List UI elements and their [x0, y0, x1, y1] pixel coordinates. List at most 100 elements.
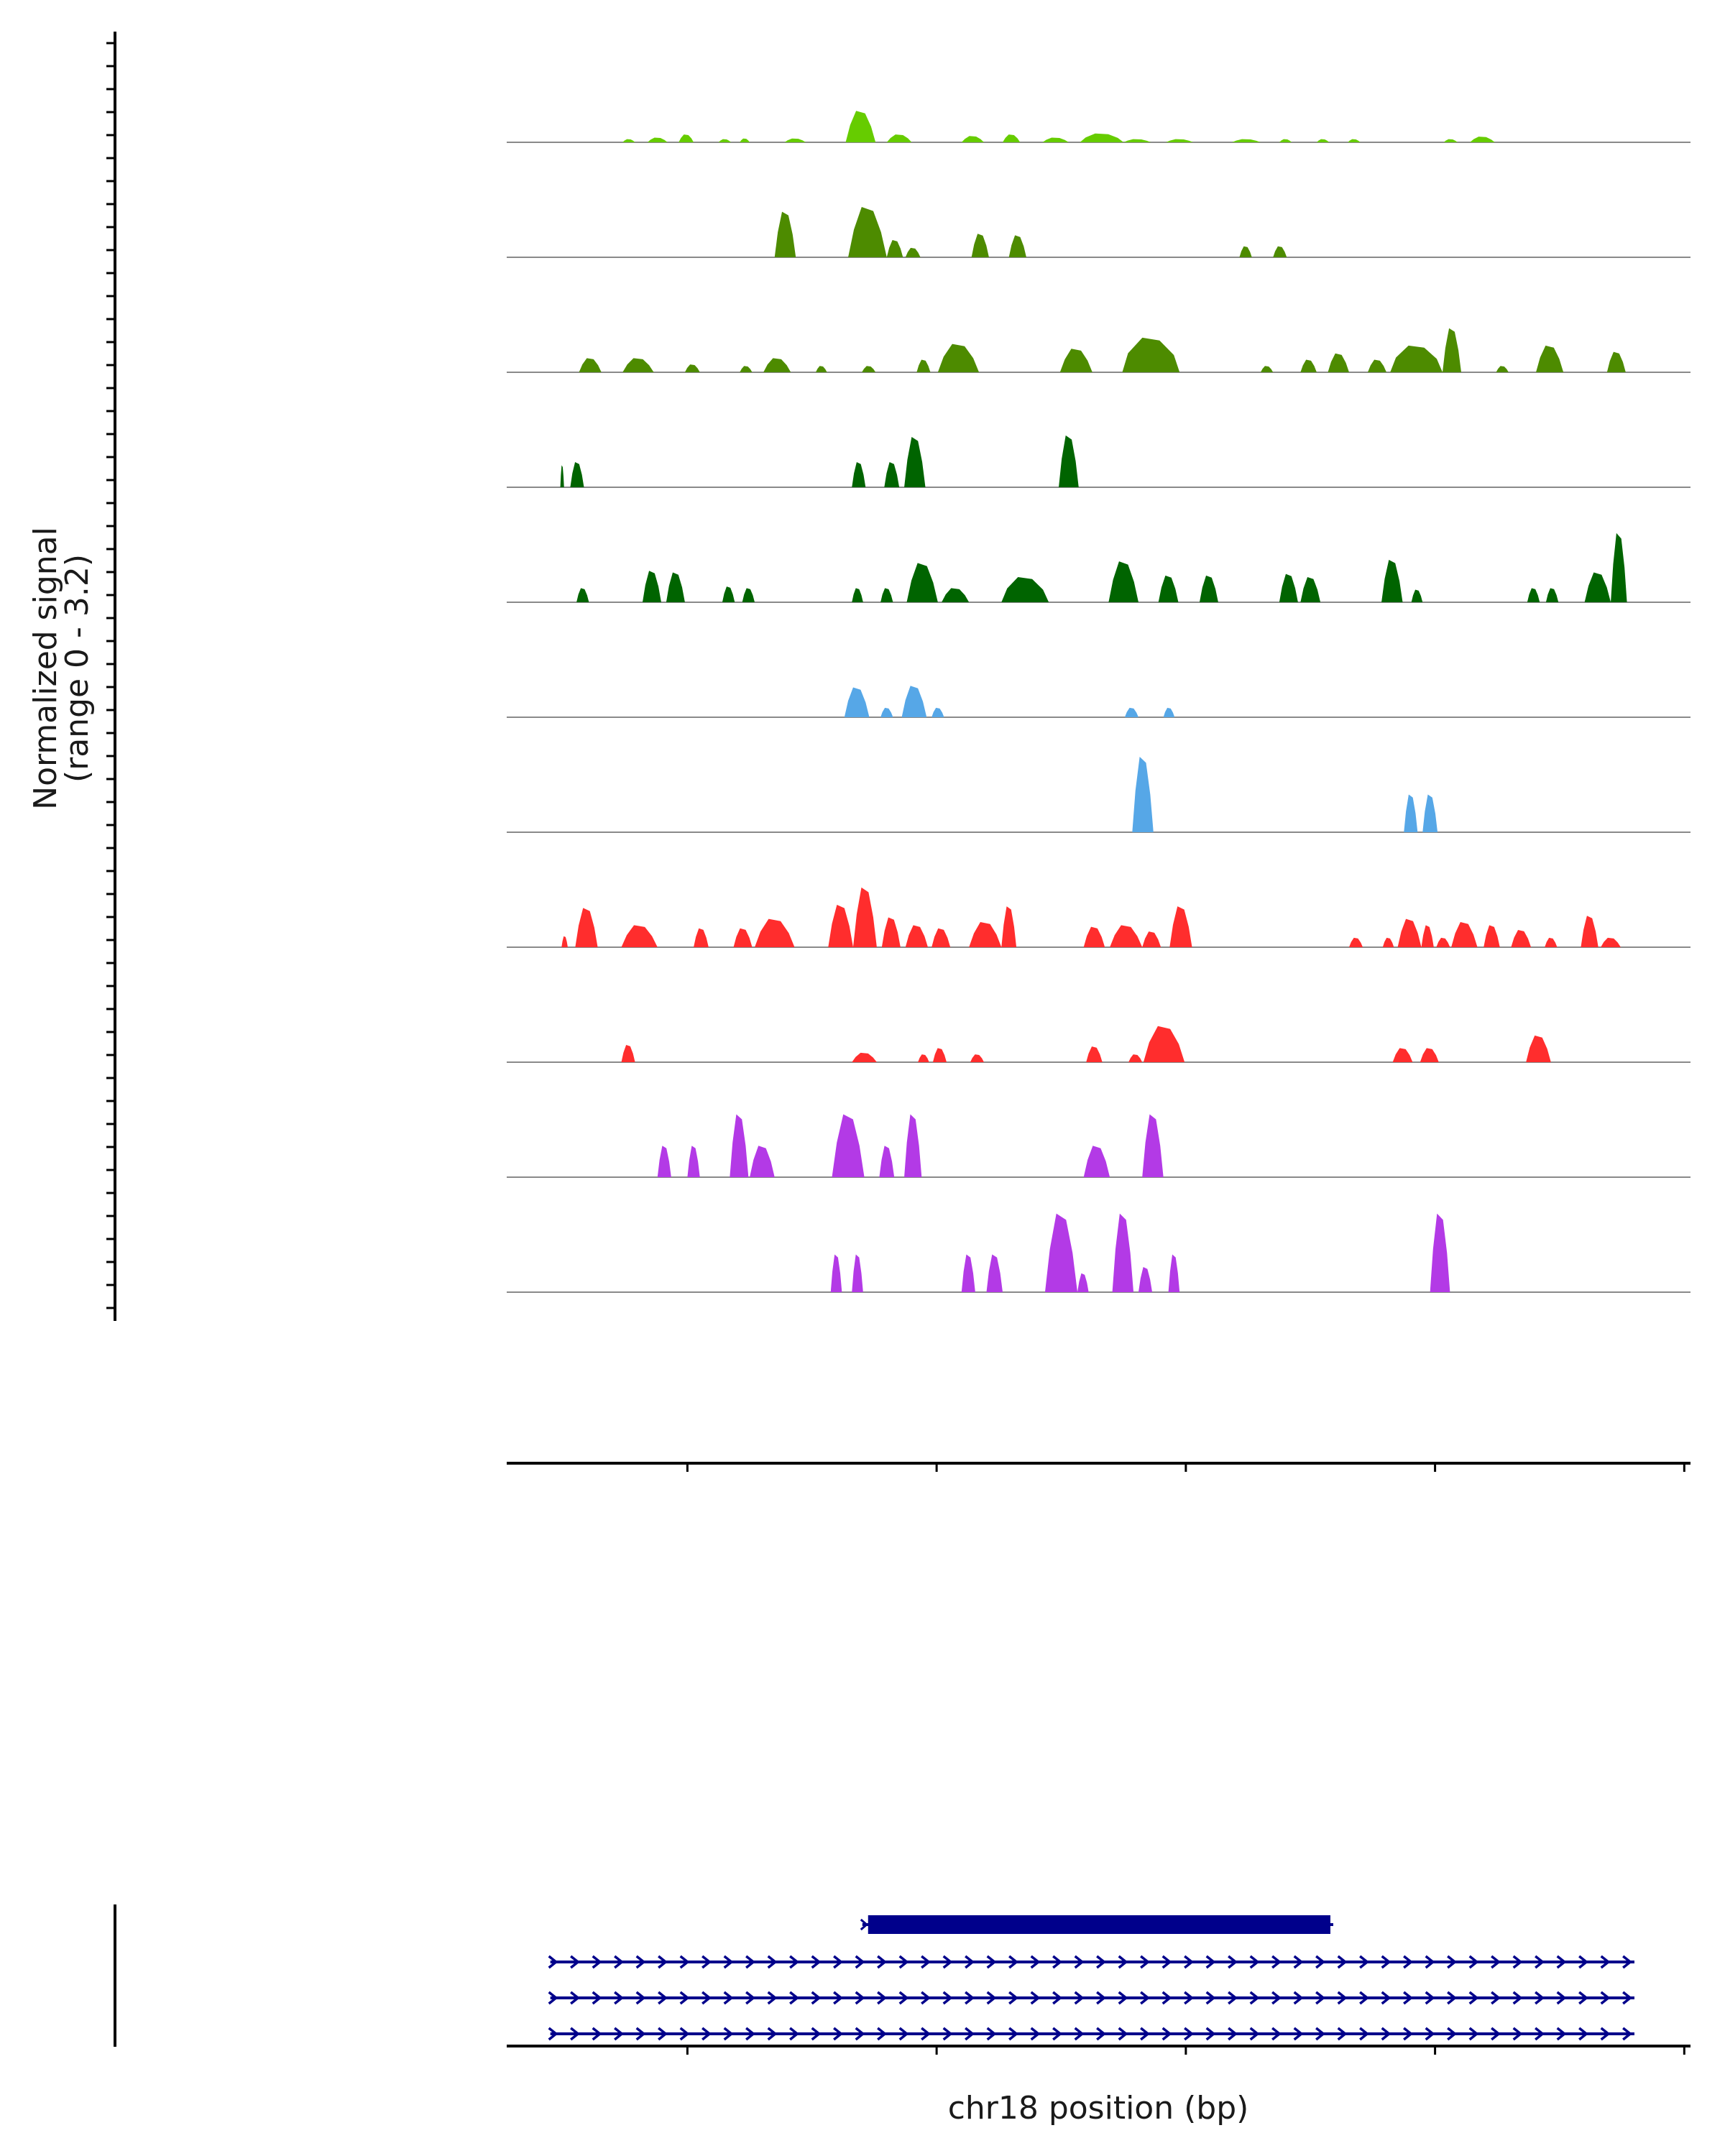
signal-peak — [1606, 351, 1626, 372]
signal-peak — [1260, 366, 1274, 372]
strand-arrow — [1140, 2027, 1150, 2041]
signal-peak — [642, 571, 661, 602]
signal-peak — [848, 207, 887, 257]
strand-arrow — [723, 1991, 734, 2005]
strand-arrow — [1578, 1991, 1588, 2005]
strand-arrow — [1008, 1955, 1018, 1969]
signal-peak — [1059, 435, 1079, 487]
track-8 — [507, 1026, 1690, 1063]
signal-peak — [1163, 707, 1175, 717]
signal-peak — [852, 588, 863, 602]
signal-peak — [1484, 925, 1500, 947]
strand-arrow — [1381, 1991, 1392, 2005]
signal-peak — [880, 707, 893, 717]
signal-peak — [970, 1054, 985, 1062]
strand-arrow — [1491, 2027, 1501, 2041]
signal-peak — [852, 887, 877, 947]
signal-peak — [687, 1146, 700, 1177]
strand-arrow — [679, 2027, 690, 2041]
strand-arrow — [1271, 1955, 1282, 1969]
signal-peak — [1300, 359, 1317, 372]
strand-arrow — [986, 1955, 997, 1969]
strand-arrow — [965, 1955, 975, 1969]
signal-peak — [784, 138, 806, 142]
strand-arrow — [855, 2027, 865, 2041]
signal-peak — [862, 366, 876, 372]
signal-peak — [621, 925, 658, 947]
gene-3 — [548, 2027, 1634, 2041]
track-7 — [507, 887, 1690, 948]
track-0 — [507, 111, 1690, 143]
strand-arrow — [635, 1955, 646, 1969]
strand-arrow — [877, 1991, 887, 2005]
strand-arrow — [1622, 1991, 1632, 2005]
strand-arrow — [1535, 2027, 1545, 2041]
signal-peak — [1042, 137, 1069, 142]
strand-arrow — [898, 1955, 909, 1969]
signal-peak — [1451, 922, 1478, 947]
track-6 — [507, 757, 1690, 833]
strand-arrow — [1622, 1955, 1632, 1969]
strand-arrow — [1293, 1955, 1304, 1969]
signal-peak — [1138, 1267, 1153, 1292]
strand-arrow — [745, 1991, 755, 2005]
strand-arrow — [767, 1991, 778, 2005]
strand-arrow — [1556, 1955, 1567, 1969]
signal-peak — [1611, 533, 1627, 602]
signal-peak — [733, 928, 753, 947]
signal-peak — [1239, 246, 1252, 257]
strand-arrow — [1228, 1991, 1238, 2005]
strand-arrow — [1315, 1991, 1325, 2005]
signal-peak — [937, 344, 980, 372]
signal-peak — [845, 111, 876, 142]
signal-peak — [575, 908, 598, 947]
signal-peak — [830, 1254, 842, 1292]
signal-peak — [1110, 925, 1143, 947]
strand-arrow — [921, 1991, 931, 2005]
strand-arrow — [1556, 1991, 1567, 2005]
signal-peak — [684, 364, 700, 372]
strand-arrow — [570, 1991, 580, 2005]
strand-arrow — [1337, 1991, 1348, 2005]
strand-arrow — [1030, 2027, 1041, 2041]
signal-peak — [986, 1254, 1003, 1292]
signal-peak — [576, 588, 589, 602]
strand-arrow — [592, 2027, 602, 2041]
signal-peak — [1132, 757, 1154, 832]
strand-arrow — [1184, 2027, 1194, 2041]
signal-peak — [884, 462, 900, 487]
strand-arrow — [1381, 1955, 1392, 1969]
strand-arrow — [855, 1955, 865, 1969]
signal-peak — [961, 136, 985, 142]
strand-arrow — [548, 1991, 558, 2005]
strand-arrow — [1556, 2027, 1567, 2041]
strand-arrow — [1512, 2027, 1523, 2041]
signal-peak — [1348, 937, 1363, 947]
strand-arrow — [1249, 1955, 1260, 1969]
strand-arrow — [833, 1955, 843, 1969]
strand-arrow — [1293, 1991, 1304, 2005]
strand-arrow — [1205, 1991, 1216, 2005]
strand-arrow — [1228, 1955, 1238, 1969]
signal-peak — [1273, 246, 1287, 257]
strand-arrow — [1205, 2027, 1216, 2041]
strand-arrow — [789, 2027, 799, 2041]
strand-arrow — [921, 1955, 931, 1969]
strand-arrow — [965, 1991, 975, 2005]
strand-arrow — [877, 1955, 887, 1969]
strand-arrow — [702, 1955, 712, 1969]
strand-arrow — [767, 1955, 778, 1969]
strand-arrow — [921, 2027, 931, 2041]
signal-peak — [718, 139, 732, 142]
signal-peak — [1279, 573, 1298, 602]
strand-arrow — [635, 2027, 646, 2041]
signal-peak — [904, 437, 926, 487]
strand-arrow — [1184, 1955, 1194, 1969]
strand-arrow — [745, 1955, 755, 1969]
strand-arrow — [942, 1991, 953, 2005]
signal-peak — [1168, 1254, 1180, 1292]
strand-arrow — [1359, 2027, 1369, 2041]
gene-2 — [548, 1991, 1634, 2005]
signal-peak — [815, 366, 827, 372]
strand-arrow — [1535, 1955, 1545, 1969]
